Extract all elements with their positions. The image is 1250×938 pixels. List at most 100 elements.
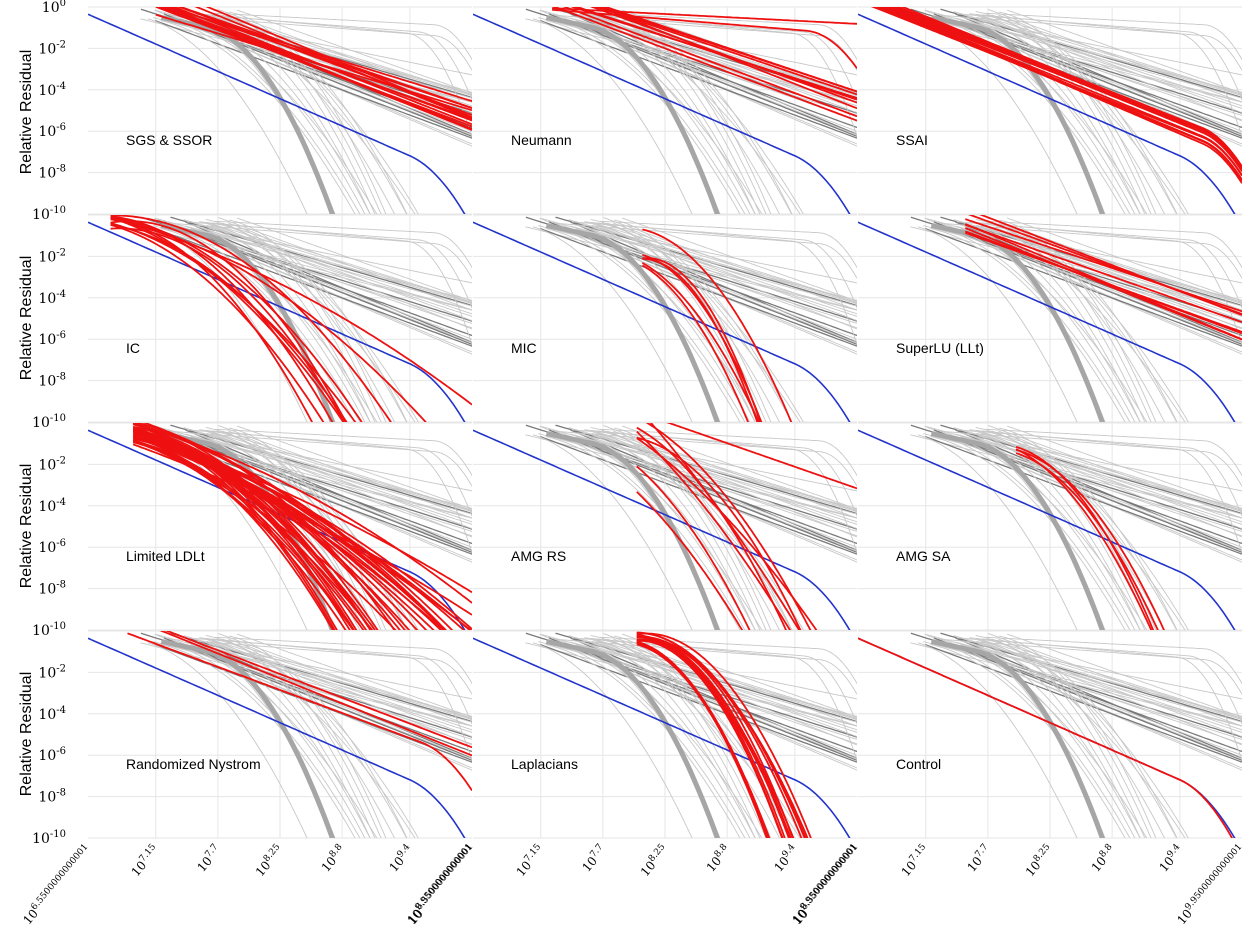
- background-curve: [984, 220, 1242, 268]
- band-curve: [545, 14, 720, 214]
- background-curve: [185, 641, 472, 717]
- highlight-curve: [1015, 446, 1155, 630]
- background-curve: [532, 226, 693, 422]
- background-curve: [186, 429, 472, 517]
- background-curve: [562, 642, 763, 838]
- highlight-curve: [551, 8, 857, 69]
- background-curve: [163, 637, 472, 761]
- background-curve: [943, 228, 1131, 422]
- background-curve: [214, 220, 472, 268]
- highlight-curve: [979, 215, 1242, 316]
- y-tick-label: 10-6: [38, 746, 66, 764]
- ylabel-row-3: Relative Residual: [18, 464, 35, 589]
- background-curve: [926, 634, 1242, 723]
- x-tick-label: 109.4: [386, 842, 417, 875]
- background-curve: [186, 221, 472, 309]
- background-curve: [933, 13, 1242, 137]
- panel-11: Laplacians: [473, 630, 857, 839]
- background-curve: [933, 429, 1242, 553]
- x-tick-label: 107.15: [128, 842, 162, 879]
- background-curve: [214, 636, 472, 684]
- background-curve: [938, 430, 1242, 487]
- background-curve: [156, 218, 472, 307]
- background-curve: [538, 641, 857, 727]
- highlight-curve: [641, 262, 760, 422]
- ylabel-row-2: Relative Residual: [18, 256, 35, 381]
- highlight-curve: [964, 227, 1242, 341]
- background-curve: [955, 17, 1242, 93]
- highlight-curve: [132, 439, 397, 630]
- background-curve: [943, 436, 1131, 630]
- background-curve: [984, 12, 1242, 60]
- y-tick-label: 10-8: [38, 580, 66, 598]
- background-curve: [570, 13, 857, 135]
- background-curve: [923, 225, 1242, 311]
- highlight-curve: [132, 423, 472, 630]
- background-curve: [147, 434, 308, 630]
- y-tick-label: 10-4: [38, 497, 66, 515]
- highlight-curve: [1015, 452, 1159, 630]
- highlight-curve: [110, 222, 357, 422]
- background-curve: [917, 434, 1078, 630]
- background-curve: [975, 426, 1189, 630]
- background-curve: [558, 228, 746, 422]
- background-curve: [1008, 434, 1178, 630]
- reference-curve: [88, 221, 466, 422]
- panel-grid: SGS & SSOR Neumann SSAI IC MIC SuperLU (LLt) L…: [88, 6, 1242, 839]
- x-tick-label: 107.7: [964, 842, 995, 875]
- background-curve: [957, 431, 1141, 630]
- highlight-curve: [562, 7, 857, 118]
- background-curve: [205, 218, 419, 422]
- background-curve: [957, 15, 1141, 214]
- background-curve: [147, 18, 308, 214]
- panel-9: AMG SA: [858, 422, 1242, 631]
- y-tick-label: 10-8: [38, 164, 66, 182]
- panel-title: IC: [126, 340, 140, 356]
- background-curve: [173, 20, 361, 214]
- background-curve: [214, 428, 472, 476]
- background-curve: [221, 638, 376, 838]
- y-tick-label: 10-6: [38, 538, 66, 556]
- background-curve: [947, 642, 1148, 838]
- x-tick-label: 108.25: [252, 842, 286, 879]
- highlight-curve: [133, 428, 372, 630]
- x-tick-label: 109.9500000000001: [1174, 842, 1249, 927]
- background-curve: [938, 14, 1242, 71]
- background-curve: [558, 20, 746, 214]
- x-tick-label: 107.15: [513, 842, 547, 879]
- background-curve: [572, 15, 756, 214]
- panel-5: MIC: [473, 214, 857, 423]
- background-curve: [592, 227, 801, 422]
- ylabel-row-4: Relative Residual: [18, 672, 35, 797]
- highlight-curve: [636, 426, 788, 630]
- background-curve: [558, 436, 746, 630]
- reference-curve: [473, 221, 851, 422]
- x-tick-label: 108.8: [703, 842, 734, 875]
- background-curve: [613, 638, 767, 838]
- highlight-curve: [858, 637, 1234, 838]
- background-curve: [570, 225, 857, 301]
- panel-title: SSAI: [896, 132, 928, 148]
- background-curve: [570, 637, 857, 759]
- background-curve: [998, 14, 1152, 214]
- background-curve: [168, 430, 472, 487]
- background-curve: [553, 430, 857, 487]
- background-curve: [160, 644, 356, 838]
- highlight-curve: [132, 435, 472, 630]
- background-curve: [147, 226, 308, 422]
- background-curve: [558, 644, 746, 838]
- highlight-curve: [965, 223, 1242, 324]
- background-curve: [228, 430, 382, 630]
- y-tick-label: 10-8: [38, 372, 66, 390]
- highlight-curve: [1015, 448, 1153, 630]
- highlight-curve: [642, 254, 763, 422]
- y-tick-labels: 100 10-2 10-4 10-6 10-8 10-10 10-2 10-4 10-6 10-8…: [32, 0, 66, 847]
- x-tick-label: 106.5500000000001: [20, 842, 95, 927]
- panel-title: MIC: [511, 340, 537, 356]
- ylabel-row-1: Relative Residual: [18, 50, 35, 175]
- panel-4: IC: [88, 214, 472, 423]
- reference-curve: [473, 13, 851, 214]
- background-curve: [1008, 18, 1178, 214]
- y-tick-label: 10-4: [38, 289, 66, 307]
- background-curve: [917, 18, 1078, 214]
